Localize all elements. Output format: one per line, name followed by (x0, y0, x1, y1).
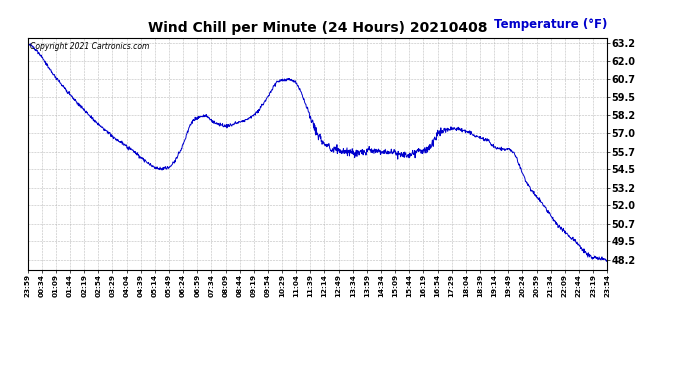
Title: Wind Chill per Minute (24 Hours) 20210408: Wind Chill per Minute (24 Hours) 2021040… (148, 21, 487, 35)
Text: Temperature (°F): Temperature (°F) (494, 18, 607, 30)
Text: Copyright 2021 Cartronics.com: Copyright 2021 Cartronics.com (30, 42, 150, 51)
